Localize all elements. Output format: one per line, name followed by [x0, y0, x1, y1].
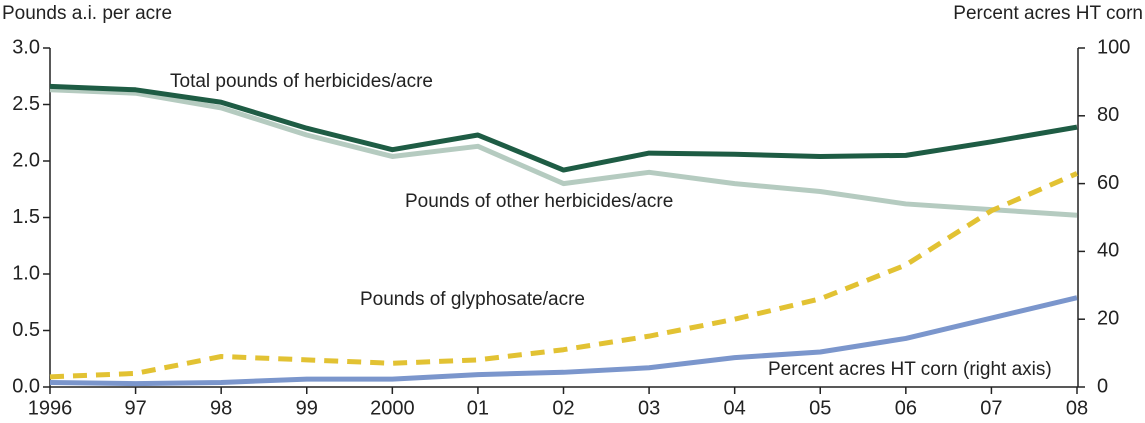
y-axis-label: Pounds a.i. per acre	[2, 3, 172, 24]
x-tick-label: 08	[1066, 397, 1088, 419]
series-line	[49, 83, 1078, 173]
y-tick-label: 2.0	[12, 149, 40, 171]
series-label: Percent acres HT corn (right axis)	[768, 359, 1052, 380]
y2-axis-label: Percent acres HT corn	[953, 3, 1143, 24]
y-tick-label: 3.0	[12, 36, 40, 58]
x-tick-label: 05	[809, 397, 831, 419]
series-label: Pounds of glyphosate/acre	[360, 289, 585, 310]
y2-tick-label: 40	[1097, 240, 1119, 262]
x-tick-label: 2000	[370, 397, 415, 419]
y-tick-label: 1.0	[12, 262, 40, 284]
x-tick-label: 07	[980, 397, 1002, 419]
y2-tick-label: 80	[1097, 104, 1119, 126]
x-tick-label: 04	[724, 397, 746, 419]
x-tick-label: 06	[895, 397, 917, 419]
x-tick-label: 1996	[28, 397, 73, 419]
x-tick-label: 97	[124, 397, 146, 419]
y-tick-label: 0.0	[12, 375, 40, 397]
y-tick-label: 2.5	[12, 93, 40, 115]
y-tick-label: 1.5	[12, 206, 40, 228]
y-tick-label: 0.5	[12, 319, 40, 341]
y2-tick-label: 100	[1097, 36, 1130, 58]
x-tick-label: 99	[296, 397, 318, 419]
series-label: Total pounds of herbicides/acre	[170, 71, 433, 92]
x-tick-label: 01	[467, 397, 489, 419]
series-line	[49, 295, 1078, 387]
series-label: Pounds of other herbicides/acre	[405, 191, 673, 212]
x-tick-label: 02	[552, 397, 574, 419]
x-tick-label: 98	[210, 397, 232, 419]
y2-tick-label: 60	[1097, 172, 1119, 194]
series-line	[49, 87, 1078, 218]
y2-tick-label: 0	[1097, 375, 1108, 397]
x-tick-label: 03	[638, 397, 660, 419]
series-line	[49, 171, 1078, 380]
y2-tick-label: 20	[1097, 307, 1119, 329]
